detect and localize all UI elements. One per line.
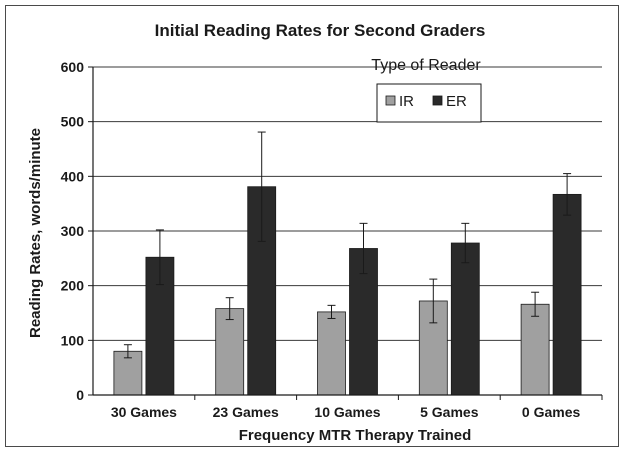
legend: IR ER xyxy=(376,83,482,123)
bar-ir xyxy=(317,311,346,396)
x-tick-label: 5 Games xyxy=(420,404,479,420)
bar-ir xyxy=(520,303,550,396)
legend-label-ir: IR xyxy=(399,93,414,110)
y-tick-label: 300 xyxy=(61,223,85,239)
gridlines xyxy=(88,66,602,396)
x-axis-title: Frequency MTR Therapy Trained xyxy=(239,427,472,444)
error-bars xyxy=(123,131,572,359)
y-axis-title: Reading Rates, words/minute xyxy=(27,128,44,338)
y-tick-label: 500 xyxy=(61,114,85,130)
legend-title: Type of Reader xyxy=(371,57,481,74)
y-tick-label: 100 xyxy=(61,332,85,348)
y-tick-label: 200 xyxy=(61,278,85,294)
bar-ir xyxy=(215,308,245,396)
legend-label-er: ER xyxy=(446,93,467,110)
y-tick-label: 600 xyxy=(61,59,85,75)
chart-frame xyxy=(5,5,619,447)
x-tick-label: 30 Games xyxy=(111,404,177,420)
x-tick-label: 10 Games xyxy=(314,404,380,420)
chart-title: Initial Reading Rates for Second Graders xyxy=(155,21,486,40)
bar-er xyxy=(552,193,582,396)
bar-er xyxy=(450,242,480,396)
legend-swatch-er xyxy=(432,95,443,106)
x-tick-labels: 30 Games 23 Games 10 Games 5 Games 0 Games xyxy=(111,404,581,420)
bars xyxy=(113,186,582,396)
axes xyxy=(92,67,603,400)
y-tick-label: 400 xyxy=(61,168,85,184)
y-tick-labels: 0 100 200 300 400 500 600 xyxy=(61,59,85,403)
legend-swatch-ir xyxy=(385,95,396,106)
x-tick-label: 23 Games xyxy=(213,404,279,420)
y-tick-label: 0 xyxy=(76,387,84,403)
x-tick-label: 0 Games xyxy=(522,404,581,420)
